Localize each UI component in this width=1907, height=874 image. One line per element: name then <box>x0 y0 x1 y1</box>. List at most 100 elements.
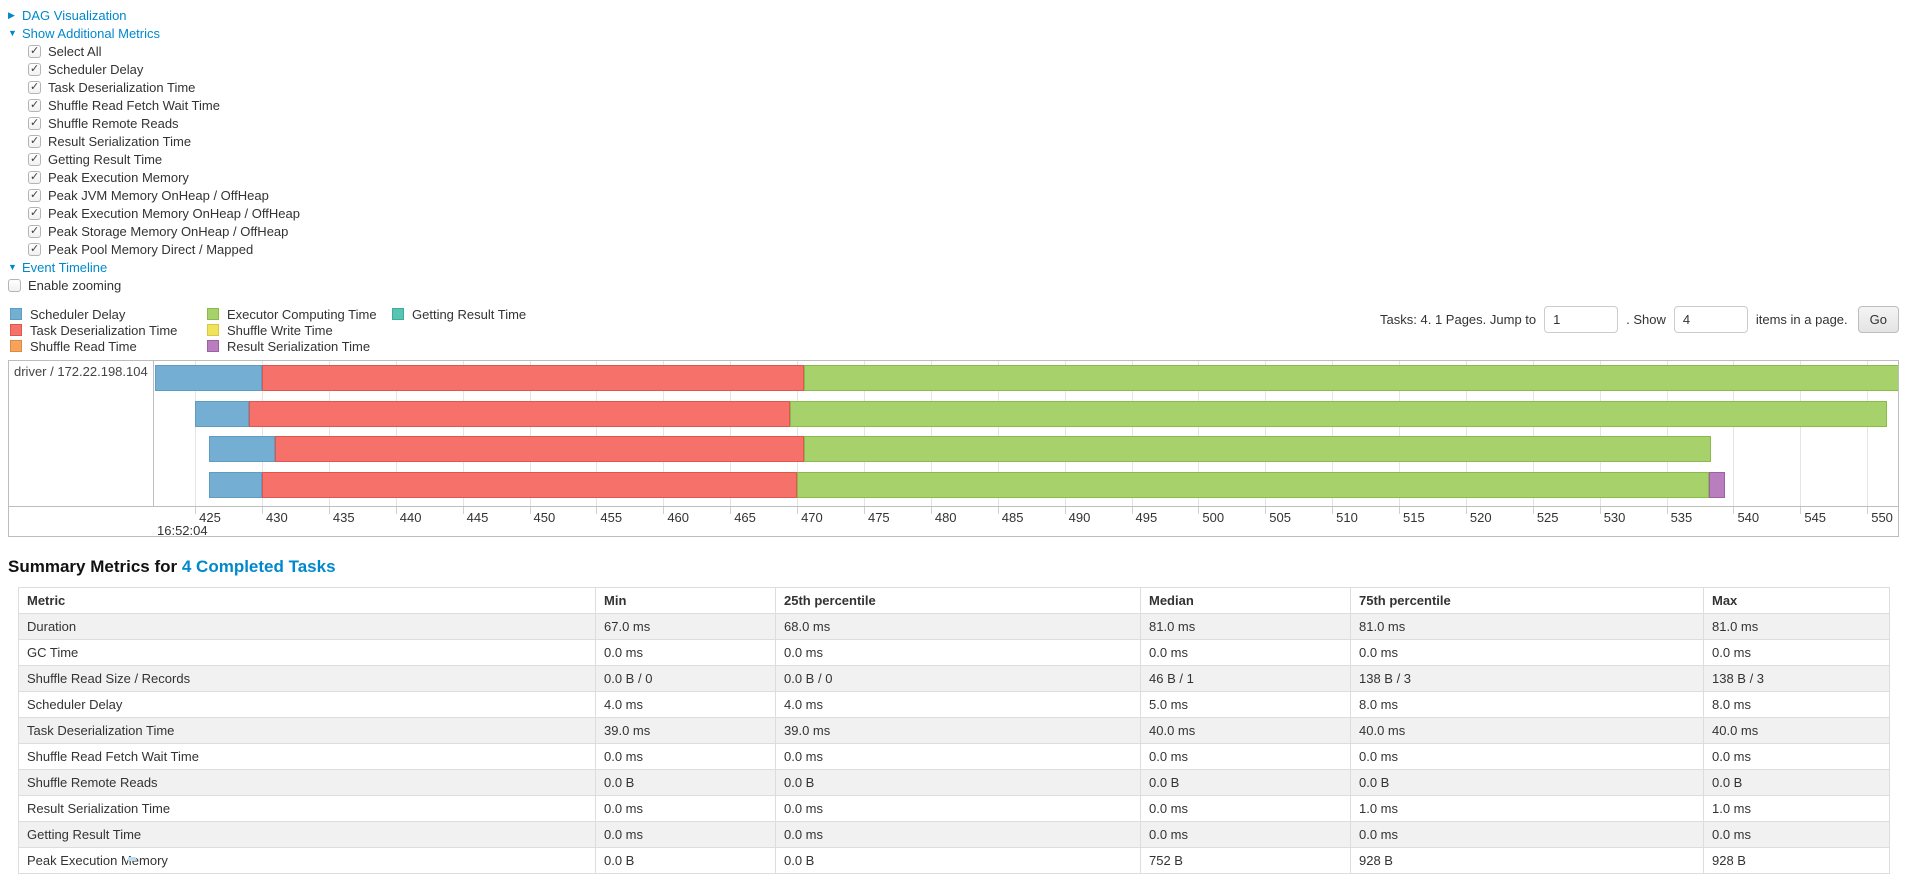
axis-tick-label: 440 <box>399 510 422 525</box>
timeline-axis-labels: 425 430 435 440 445 450 455 460 465 470 475 480 485 4… <box>155 507 1898 536</box>
show-additional-metrics-toggle[interactable]: ▼ Show Additional Metrics <box>8 24 1899 42</box>
task-bar-segment-scheduler-delay[interactable] <box>208 436 276 462</box>
axis-tick-label: 455 <box>600 510 623 525</box>
table-cell: 0.0 ms <box>1350 821 1704 848</box>
table-cell: 0.0 B <box>595 769 776 796</box>
metric-checkbox[interactable] <box>28 62 41 76</box>
event-timeline-chart: driver / 172.22.198.104 425 430 435 440 445 4… <box>8 360 1899 537</box>
axis-tick-label: 525 <box>1536 510 1559 525</box>
axis-tick-label: 430 <box>266 510 288 525</box>
gridline <box>1800 361 1802 506</box>
task-bar-segment-task-deserialization[interactable] <box>262 365 804 391</box>
timeline-plot <box>155 361 1898 506</box>
summary-metrics-table: Metric Min 25th percentile Median 75th perce… <box>18 587 1890 874</box>
table-cell: Shuffle Read Fetch Wait Time <box>18 743 596 770</box>
jump-to-page-input[interactable] <box>1544 306 1619 333</box>
table-cell: 0.0 B <box>775 847 1141 874</box>
task-bar-segment-task-deserialization[interactable] <box>262 471 798 498</box>
axis-tick-label: 520 <box>1469 510 1492 525</box>
task-bar-segment-result-serialization[interactable] <box>1709 471 1726 498</box>
dag-visualization-toggle[interactable]: ▶ DAG Visualization <box>8 6 1899 24</box>
chevron-down-icon: ▼ <box>8 262 17 272</box>
enable-zooming-checkbox[interactable] <box>8 278 21 292</box>
task-bar-segment-scheduler-delay[interactable] <box>155 365 262 391</box>
metric-checkbox[interactable] <box>28 116 41 130</box>
metric-checkbox[interactable] <box>28 98 41 112</box>
items-per-page-input[interactable] <box>1673 306 1748 333</box>
task-bar-segment-task-deserialization[interactable] <box>275 436 804 462</box>
show-additional-metrics-link[interactable]: Show Additional Metrics <box>22 25 161 41</box>
task-bar-segment-executor-computing[interactable] <box>803 436 1711 462</box>
task-bar-segment-executor-computing[interactable] <box>803 365 1898 391</box>
table-cell: 8.0 ms <box>1350 691 1704 718</box>
table-cell: 1.0 ms <box>1350 795 1704 822</box>
gridline <box>262 361 263 506</box>
completed-tasks-link[interactable]: 4 Completed Tasks <box>181 557 336 576</box>
metric-checkbox-row: Peak JVM Memory OnHeap / OffHeap <box>28 186 1899 204</box>
axis-tick <box>1265 507 1267 514</box>
table-cell: 0.0 B <box>1140 769 1351 796</box>
metric-checkbox-row: Shuffle Remote Reads <box>28 114 1899 132</box>
gridline <box>195 361 197 506</box>
task-bar-segment-task-deserialization[interactable] <box>248 400 791 427</box>
axis-tick-label: 450 <box>533 510 556 525</box>
gridline <box>1666 361 1668 506</box>
gridline <box>863 361 865 506</box>
go-button[interactable]: Go <box>1857 306 1899 333</box>
legend-label: Executor Computing Time <box>227 306 377 322</box>
task-bar-segment-executor-computing[interactable] <box>790 400 1888 427</box>
gridline <box>1733 361 1735 506</box>
axis-tick-label: 530 <box>1603 510 1626 525</box>
legend-item: Getting Result Time <box>392 306 526 322</box>
metric-checkbox[interactable] <box>28 206 41 220</box>
event-timeline-toggle[interactable]: ▼ Event Timeline <box>8 258 1899 276</box>
axis-tick <box>1733 507 1735 514</box>
table-cell: 46 B / 1 <box>1140 665 1351 692</box>
column-header: Min <box>595 587 776 614</box>
table-row: GC Time 0.0 ms 0.0 ms 0.0 ms 0.0 ms 0.0 ms <box>18 639 1890 666</box>
metric-checkbox-label: Peak Execution Memory OnHeap / OffHeap <box>48 205 300 221</box>
gridline <box>1465 361 1467 506</box>
executor-group-label: driver / 172.22.198.104 <box>14 364 148 379</box>
metric-checkbox[interactable] <box>28 152 41 166</box>
gridline <box>328 361 330 506</box>
chevron-down-icon: ▼ <box>8 28 17 38</box>
table-cell: 40.0 ms <box>1703 717 1890 744</box>
table-cell: 0.0 ms <box>595 821 776 848</box>
axis-tick <box>195 507 197 514</box>
table-row: Shuffle Read Size / Records 0.0 B / 0 0.0 … <box>18 665 1890 692</box>
metric-checkbox[interactable] <box>28 242 41 256</box>
metric-checkbox[interactable] <box>28 80 41 94</box>
event-timeline-link[interactable]: Event Timeline <box>22 259 108 275</box>
task-bar-segment-scheduler-delay[interactable] <box>195 400 249 427</box>
legend-swatch <box>10 308 22 320</box>
pagination-text: . Show <box>1626 312 1666 327</box>
table-cell: Scheduler Delay <box>18 691 596 718</box>
axis-tick-label: 505 <box>1269 510 1291 525</box>
table-cell: 68.0 ms <box>775 613 1141 640</box>
table-cell: 39.0 ms <box>595 717 776 744</box>
axis-tick-label: 510 <box>1336 510 1358 525</box>
metric-checkbox[interactable] <box>28 170 41 184</box>
axis-tick-label: 490 <box>1068 510 1091 525</box>
legend-swatch <box>10 324 22 336</box>
metric-checkbox[interactable] <box>28 134 41 148</box>
metric-checkbox-label: Getting Result Time <box>48 151 163 167</box>
table-cell: 1.0 ms <box>1703 795 1890 822</box>
metric-checkbox-row: Getting Result Time <box>28 150 1899 168</box>
task-bar-segment-executor-computing[interactable] <box>797 471 1710 498</box>
metric-checkbox[interactable] <box>28 224 41 238</box>
table-cell: 40.0 ms <box>1140 717 1351 744</box>
dag-visualization-link[interactable]: DAG Visualization <box>22 7 127 23</box>
table-cell: 0.0 B / 0 <box>775 665 1141 692</box>
column-header: Metric <box>18 587 596 614</box>
metric-checkbox-row: Shuffle Read Fetch Wait Time <box>28 96 1899 114</box>
task-bar-segment-scheduler-delay[interactable] <box>208 471 262 498</box>
metric-checkbox[interactable] <box>28 44 41 58</box>
axis-tick-label: 445 <box>466 510 489 525</box>
metric-checkbox[interactable] <box>28 188 41 202</box>
table-cell: 8.0 ms <box>1703 691 1890 718</box>
axis-tick <box>730 507 732 514</box>
metric-checkbox-label: Scheduler Delay <box>48 61 144 77</box>
axis-tick <box>863 507 865 514</box>
